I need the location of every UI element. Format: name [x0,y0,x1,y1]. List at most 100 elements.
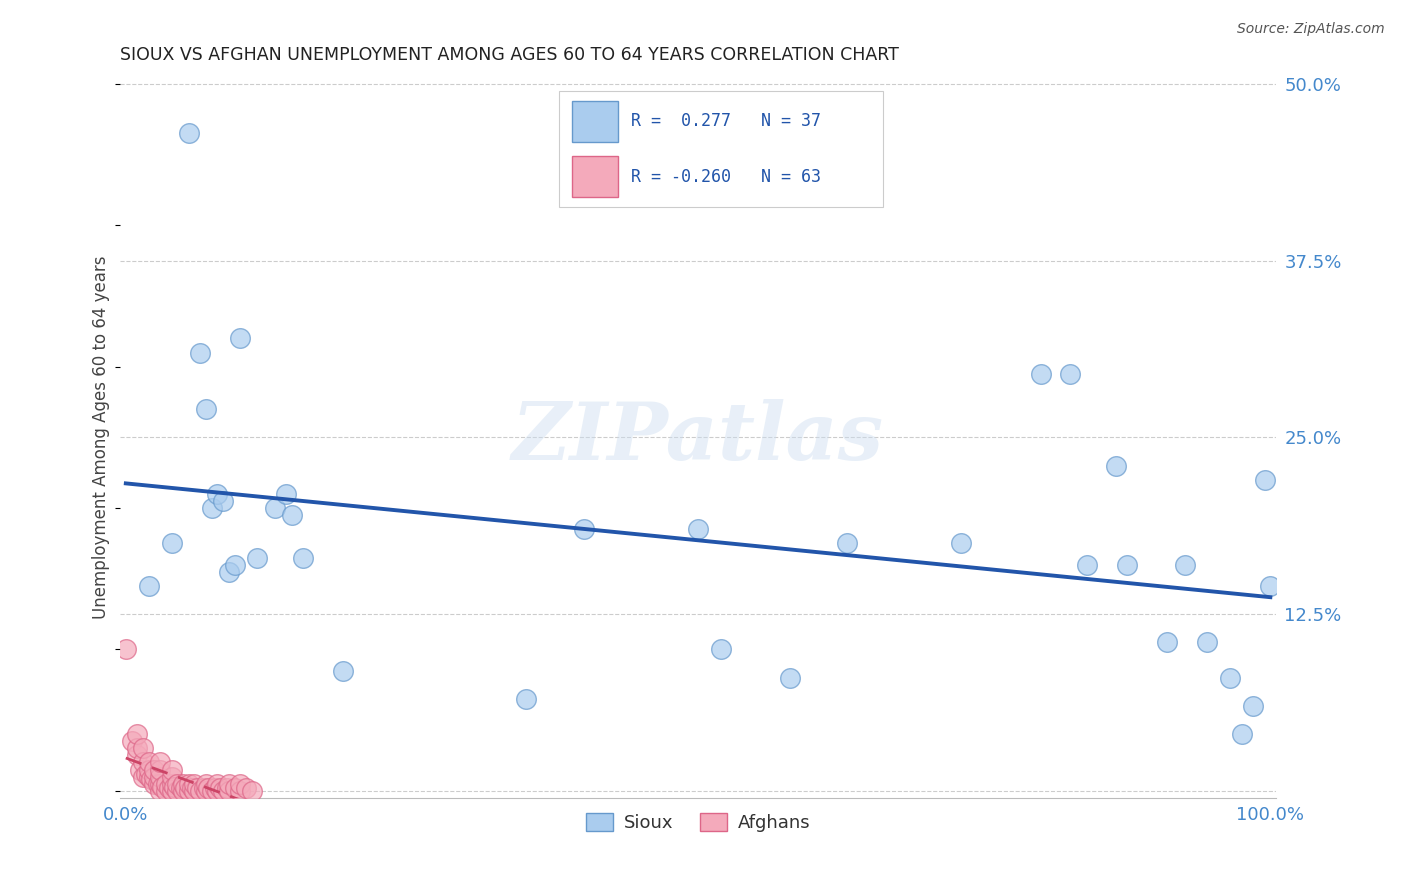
Point [515,691,537,706]
Point [157,780,180,795]
Point [240,783,263,797]
Point [149,770,172,784]
Point [218,777,240,791]
Point [212,494,235,508]
Point [229,783,252,797]
Point [143,763,166,777]
Point [215,780,238,795]
Point [146,777,169,791]
Point [127,741,149,756]
Point [163,780,186,794]
Point [207,487,229,501]
Point [710,642,733,657]
Point [186,780,208,795]
Point [143,770,166,784]
Point [950,536,973,550]
Point [149,777,172,791]
Point [194,777,217,791]
Point [177,777,200,791]
Point [155,783,177,797]
Point [128,763,150,777]
Text: SIOUX VS AFGHAN UNEMPLOYMENT AMONG AGES 60 TO 64 YEARS CORRELATION CHART: SIOUX VS AFGHAN UNEMPLOYMENT AMONG AGES … [120,46,898,64]
Point [138,763,160,777]
Point [160,770,183,784]
Point [183,777,205,791]
Point [135,766,157,780]
Point [132,756,155,770]
Point [172,777,194,791]
Point [149,783,172,797]
Point [1230,727,1253,741]
Point [177,783,200,797]
Point [208,780,231,795]
Point [143,777,166,791]
Text: ZIPatlas: ZIPatlas [512,399,884,476]
Point [138,579,160,593]
Point [207,777,229,791]
Point [229,777,252,791]
Point [127,727,149,741]
Point [139,772,162,787]
Point [263,501,285,516]
Point [170,780,193,795]
Point [207,783,229,797]
Point [572,522,595,536]
Point [172,783,194,797]
Point [138,756,160,770]
Y-axis label: Unemployment Among Ages 60 to 64 years: Unemployment Among Ages 60 to 64 years [93,256,110,619]
Point [1241,698,1264,713]
Point [218,783,240,797]
Legend: Sioux, Afghans: Sioux, Afghans [578,805,818,839]
Point [204,780,226,795]
Point [181,780,204,795]
Point [229,331,252,345]
Point [152,780,174,794]
Point [835,536,858,550]
Point [174,780,197,795]
Point [1173,558,1195,572]
Point [224,558,246,572]
Point [194,402,217,417]
Point [149,756,172,770]
Point [149,763,172,777]
Point [138,770,160,784]
Point [160,763,183,777]
Point [121,734,143,748]
Point [235,780,257,795]
Point [292,550,315,565]
Point [332,664,354,678]
Point [1116,558,1139,572]
Point [166,777,188,791]
Point [114,642,136,657]
Point [246,550,269,565]
Point [160,777,183,791]
Point [177,127,200,141]
Point [1253,473,1275,487]
Point [166,783,188,797]
Point [212,783,235,797]
Point [183,783,205,797]
Point [127,748,149,763]
Point [779,671,801,685]
Point [197,780,219,795]
Point [1059,367,1081,381]
Text: Source: ZipAtlas.com: Source: ZipAtlas.com [1237,22,1385,37]
Point [218,565,240,579]
Point [201,783,224,797]
Point [155,777,177,791]
Point [188,783,211,797]
Point [201,501,224,516]
Point [281,508,304,522]
Point [1219,671,1241,685]
Point [188,345,211,359]
Point [274,487,297,501]
Point [194,783,217,797]
Point [1197,635,1219,649]
Point [193,780,215,795]
Point [224,780,246,795]
Point [1031,367,1053,381]
Point [160,536,183,550]
Point [132,741,155,756]
Point [1260,579,1282,593]
Point [132,770,155,784]
